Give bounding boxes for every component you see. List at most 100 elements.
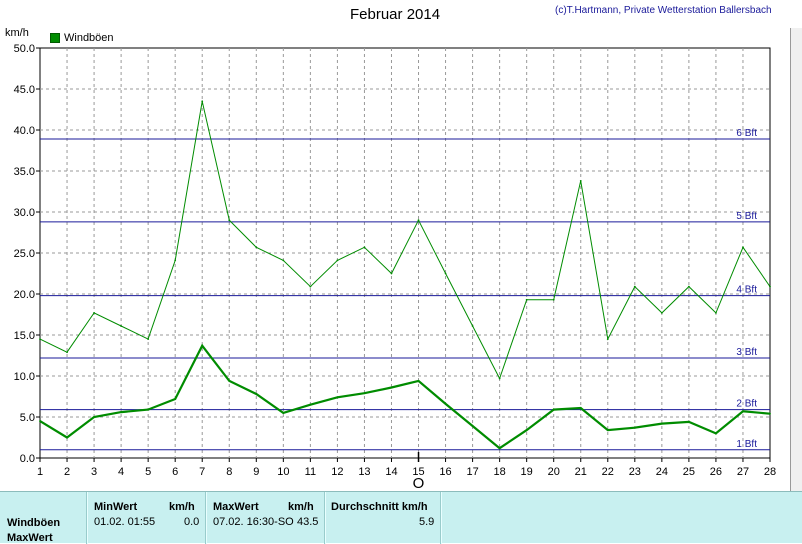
data-point bbox=[201, 344, 204, 347]
y-tick-label: 30.0 bbox=[14, 207, 35, 219]
x-tick-label: 12 bbox=[331, 466, 343, 478]
x-tick-label: 20 bbox=[548, 466, 560, 478]
header-min-unit: km/h bbox=[169, 501, 195, 513]
x-tick-label: 1 bbox=[37, 466, 43, 478]
x-tick-label: 2 bbox=[64, 466, 70, 478]
x-tick-label: 23 bbox=[629, 466, 641, 478]
data-point bbox=[552, 408, 555, 411]
y-axis-unit: km/h bbox=[5, 27, 29, 39]
y-tick-label: 45.0 bbox=[14, 84, 35, 96]
x-tick-label: 3 bbox=[91, 466, 97, 478]
data-point bbox=[255, 246, 258, 249]
data-point bbox=[606, 338, 609, 340]
y-tick-label: 10.0 bbox=[14, 371, 35, 383]
data-point bbox=[120, 325, 123, 327]
x-tick-label: 18 bbox=[494, 466, 506, 478]
x-tick-label: 13 bbox=[358, 466, 370, 478]
x-tick-label: 24 bbox=[656, 466, 668, 478]
x-tick-label: 16 bbox=[439, 466, 451, 478]
data-point bbox=[715, 432, 717, 435]
x-tick-label: 9 bbox=[253, 466, 259, 478]
beaufort-label: 1 Bft bbox=[736, 439, 757, 450]
data-point bbox=[715, 311, 717, 314]
series-line-gusts bbox=[39, 101, 771, 380]
x-tick-label: 28 bbox=[764, 466, 776, 478]
max-time: 07.02. 16:30-SO bbox=[213, 516, 294, 528]
y-tick-label: 0.0 bbox=[20, 453, 35, 465]
data-point bbox=[579, 407, 582, 409]
y-tick-label: 40.0 bbox=[14, 125, 35, 137]
data-point bbox=[417, 219, 420, 222]
column-separator bbox=[324, 492, 326, 544]
x-tick-label: 22 bbox=[602, 466, 614, 478]
beaufort-label: 6 Bft bbox=[736, 128, 757, 139]
beaufort-label: 2 Bft bbox=[736, 399, 757, 410]
x-tick-label: 17 bbox=[466, 466, 478, 478]
row-label-maxwert: MaxWert bbox=[7, 532, 53, 544]
x-tick-label: 26 bbox=[710, 466, 722, 478]
data-point bbox=[147, 338, 150, 340]
data-point bbox=[363, 246, 366, 249]
data-point bbox=[606, 429, 609, 432]
data-point bbox=[174, 259, 177, 262]
legend-label: Windböen bbox=[64, 32, 114, 44]
data-point bbox=[471, 425, 474, 427]
y-tick-label: 35.0 bbox=[14, 166, 35, 178]
data-point bbox=[282, 412, 285, 414]
data-point bbox=[174, 398, 177, 400]
x-tick-label: 25 bbox=[683, 466, 695, 478]
y-tick-label: 25.0 bbox=[14, 248, 35, 260]
data-point bbox=[660, 311, 663, 314]
data-point bbox=[633, 426, 636, 429]
beaufort-label: 5 Bft bbox=[736, 211, 757, 222]
data-point bbox=[363, 392, 366, 395]
data-point bbox=[39, 420, 41, 422]
x-tick-label: 15 bbox=[412, 466, 424, 478]
header-minwert: MinWert bbox=[94, 501, 138, 513]
beaufort-label: 4 Bft bbox=[736, 285, 757, 296]
data-point bbox=[282, 259, 285, 262]
y-tick-label: 15.0 bbox=[14, 330, 35, 342]
data-point bbox=[93, 311, 95, 314]
legend: Windböen bbox=[50, 32, 114, 44]
chart-title: Februar 2014 bbox=[350, 6, 441, 23]
header-max-unit: km/h bbox=[288, 501, 314, 513]
data-point bbox=[769, 285, 771, 288]
vertical-scrollbar[interactable] bbox=[790, 28, 802, 491]
x-tick-label: 11 bbox=[305, 466, 316, 478]
data-point bbox=[633, 285, 636, 288]
data-point bbox=[309, 403, 312, 406]
data-point bbox=[66, 436, 68, 439]
data-point bbox=[417, 380, 420, 382]
data-point bbox=[471, 325, 474, 327]
x-tick-label: 21 bbox=[575, 466, 587, 478]
data-point bbox=[444, 402, 447, 405]
series-line-mean bbox=[39, 343, 771, 450]
data-point bbox=[498, 447, 501, 450]
data-point bbox=[498, 377, 501, 380]
y-tick-label: 20.0 bbox=[14, 289, 35, 301]
data-point bbox=[147, 408, 150, 411]
x-tick-label: 6 bbox=[172, 466, 178, 478]
x-tick-label: 10 bbox=[277, 466, 289, 478]
x-tick-label: 27 bbox=[737, 466, 749, 478]
data-point bbox=[39, 338, 41, 340]
data-point bbox=[309, 285, 312, 288]
data-point bbox=[444, 272, 447, 275]
data-point bbox=[201, 100, 204, 103]
data-point bbox=[120, 411, 123, 413]
x-tick-label: 7 bbox=[199, 466, 205, 478]
data-point bbox=[336, 396, 339, 399]
header-average: Durchschnitt km/h bbox=[331, 501, 428, 513]
beaufort-label: 3 Bft bbox=[736, 347, 757, 358]
x-tick-label: 8 bbox=[226, 466, 232, 478]
data-point bbox=[579, 179, 582, 182]
chart-area: 0.0 5.0 10.0 15.0 20.0 25.0 30.0 35.0 40.0 45.0 50… bbox=[14, 43, 777, 491]
data-point bbox=[687, 285, 690, 288]
column-separator bbox=[86, 492, 88, 544]
data-point bbox=[525, 429, 528, 432]
data-point bbox=[390, 272, 393, 275]
y-tick-label: 5.0 bbox=[20, 412, 35, 424]
data-point bbox=[769, 412, 771, 415]
x-tick-label: 5 bbox=[145, 466, 151, 478]
